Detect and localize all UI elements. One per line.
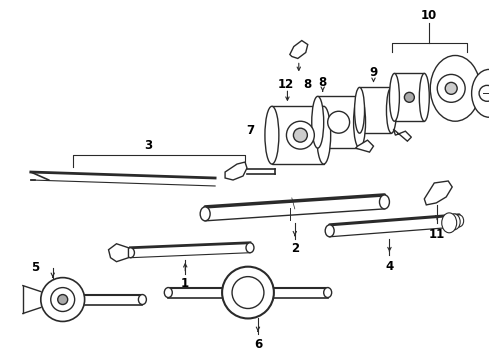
Text: 8: 8 [318,76,327,89]
Text: 9: 9 [369,66,378,79]
Polygon shape [356,140,373,152]
Circle shape [232,276,264,309]
Circle shape [222,267,274,319]
Ellipse shape [390,73,399,121]
Ellipse shape [126,248,134,258]
Ellipse shape [355,87,365,133]
Ellipse shape [448,214,460,230]
Ellipse shape [354,96,366,148]
Circle shape [445,82,457,94]
Circle shape [294,128,307,142]
Text: 11: 11 [429,228,445,241]
Ellipse shape [317,106,331,164]
Ellipse shape [387,87,396,133]
Polygon shape [108,244,128,262]
Ellipse shape [471,69,490,117]
Circle shape [58,294,68,305]
Ellipse shape [312,96,324,148]
Ellipse shape [325,225,334,237]
Circle shape [437,75,465,102]
Circle shape [41,278,85,321]
Bar [394,73,424,121]
Ellipse shape [164,288,172,298]
Text: 8: 8 [304,78,312,91]
Ellipse shape [442,213,457,233]
Text: 4: 4 [385,260,393,273]
Ellipse shape [138,294,147,305]
Text: 3: 3 [145,139,152,152]
Ellipse shape [324,288,332,298]
Ellipse shape [265,106,279,164]
Ellipse shape [430,55,480,121]
Circle shape [479,85,490,101]
Circle shape [404,92,415,102]
Polygon shape [290,41,308,58]
Circle shape [287,121,314,149]
Text: 5: 5 [31,261,39,274]
Ellipse shape [455,215,464,227]
Ellipse shape [246,243,254,253]
Polygon shape [393,129,412,141]
Text: 6: 6 [254,338,262,351]
Text: 2: 2 [291,242,299,255]
Ellipse shape [419,73,429,121]
Ellipse shape [200,207,210,221]
Polygon shape [225,162,247,180]
Circle shape [328,111,349,133]
Text: 7: 7 [246,124,254,137]
Text: 10: 10 [421,9,438,22]
Bar [360,87,392,133]
Bar [272,106,324,164]
Polygon shape [424,181,452,205]
Text: 12: 12 [278,78,294,91]
Text: 1: 1 [181,277,189,290]
Circle shape [51,288,74,311]
Bar [318,96,360,148]
Ellipse shape [379,195,390,209]
